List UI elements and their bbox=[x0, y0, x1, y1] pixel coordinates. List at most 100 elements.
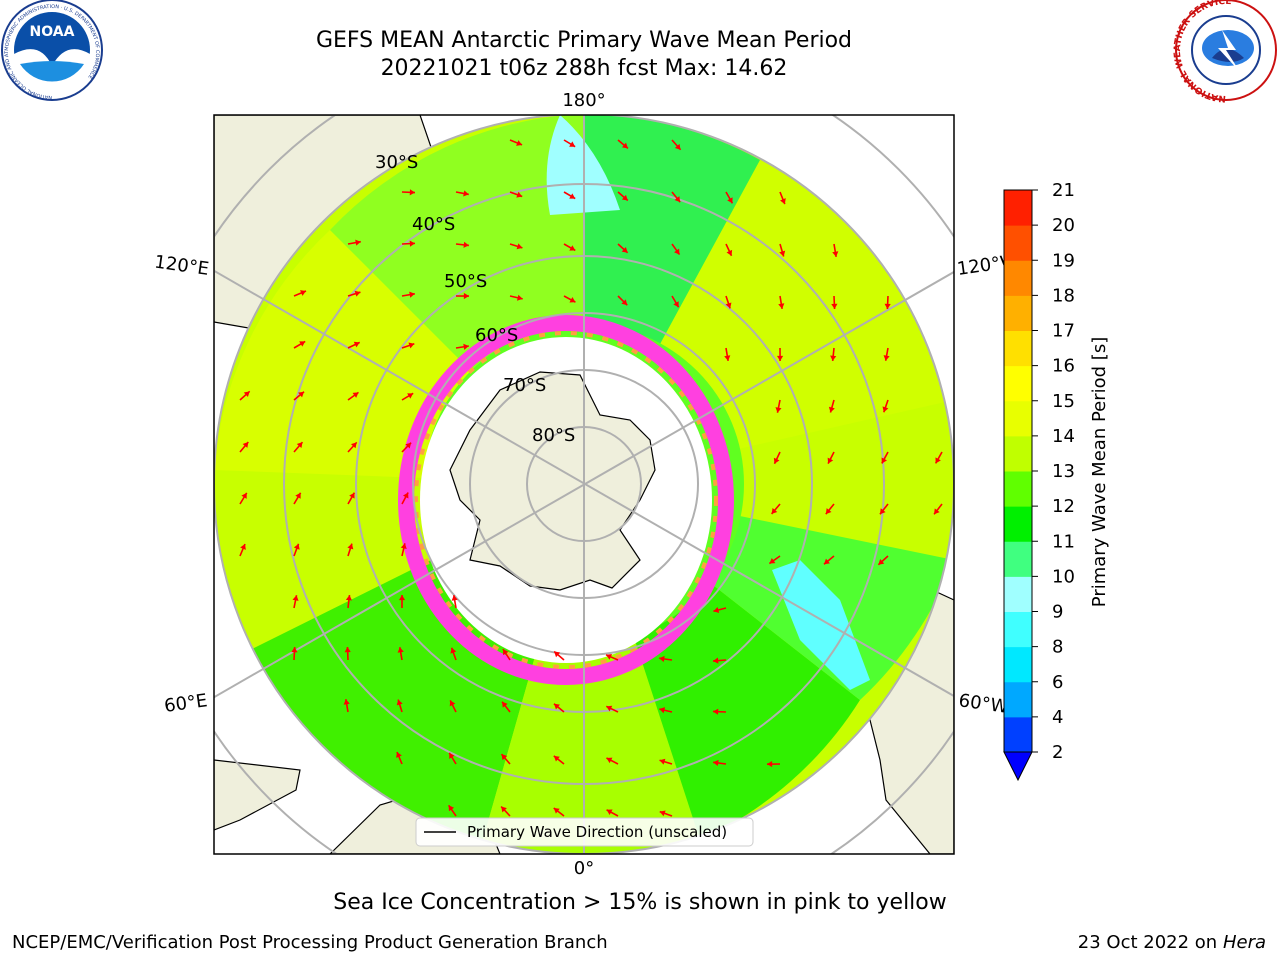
lon-label-0: 0° bbox=[574, 858, 594, 879]
wave-arrow-head bbox=[779, 250, 786, 257]
map-area bbox=[214, 115, 954, 854]
colorbar-tick-label: 17 bbox=[1052, 321, 1075, 342]
legend-label: Primary Wave Direction (unscaled) bbox=[467, 823, 727, 841]
noaa-logo-text: NOAA bbox=[30, 24, 75, 40]
colorbar-tick-label: 18 bbox=[1052, 285, 1075, 306]
colorbar-tick-label: 21 bbox=[1052, 180, 1075, 201]
wave-arrow-head bbox=[243, 391, 250, 398]
wave-arrow-head bbox=[659, 810, 666, 817]
wave-arrow-head bbox=[553, 808, 560, 814]
wave-arrow-head bbox=[450, 647, 457, 654]
wave-arrow-head bbox=[569, 297, 576, 303]
colorbar-swatch bbox=[1004, 295, 1032, 331]
wave-arrow-head bbox=[516, 140, 523, 146]
colorbar-tick-label: 13 bbox=[1052, 461, 1075, 482]
wave-arrow-head bbox=[776, 355, 784, 361]
wave-arrow-head bbox=[347, 543, 354, 550]
wave-arrow-head bbox=[884, 303, 891, 309]
wave-arrow-head bbox=[292, 595, 299, 601]
colorbar-tick-label: 9 bbox=[1052, 602, 1063, 623]
wave-arrow-head bbox=[463, 343, 469, 350]
lon-label-180: 180° bbox=[562, 90, 605, 111]
colorbar-tick-label: 2 bbox=[1052, 742, 1063, 763]
lat-label-40s: 40°S bbox=[412, 214, 455, 235]
colorbar-extend-arrow bbox=[1003, 751, 1033, 782]
wave-arrow-head bbox=[621, 194, 628, 201]
wave-arrow-head bbox=[344, 647, 351, 653]
wave-arrow-head bbox=[501, 806, 507, 813]
colorbar-swatch bbox=[1004, 400, 1032, 437]
colorbar-tick-label: 16 bbox=[1052, 356, 1075, 377]
wave-arrow-head bbox=[832, 251, 839, 257]
wave-arrow-head bbox=[291, 647, 298, 653]
colorbar-swatch bbox=[1004, 471, 1032, 507]
wave-arrow-head bbox=[606, 757, 613, 764]
wave-arrow-head bbox=[621, 247, 628, 253]
lat-label-60s: 60°S bbox=[475, 325, 518, 346]
colorbar-swatch bbox=[1004, 365, 1032, 402]
wave-arrow-head bbox=[463, 241, 469, 248]
colorbar-tick-label: 10 bbox=[1052, 566, 1075, 587]
colorbar-tick-label: 4 bbox=[1052, 707, 1063, 728]
colorbar-tick-label: 19 bbox=[1052, 250, 1075, 271]
wave-arrow-head bbox=[775, 407, 782, 413]
wave-arrow-head bbox=[449, 700, 456, 707]
wave-arrow-head bbox=[463, 190, 469, 197]
wave-arrow-head bbox=[713, 759, 719, 767]
map-frame bbox=[213, 114, 955, 855]
colorbar-swatch bbox=[1004, 646, 1032, 683]
wave-arrow-head bbox=[502, 701, 508, 708]
wave-arrow-head bbox=[396, 751, 402, 758]
noaa-logo: NATIONAL OCEANIC AND ATMOSPHERIC ADMINIS… bbox=[1, 0, 103, 101]
colorbar-tick-label: 12 bbox=[1052, 496, 1075, 517]
wave-arrow-head bbox=[881, 457, 887, 464]
wave-arrow-head bbox=[300, 290, 306, 296]
wave-arrow-head bbox=[407, 393, 414, 399]
wave-arrow-head bbox=[674, 143, 681, 150]
wave-arrow-head bbox=[659, 758, 666, 765]
wave-arrow-head bbox=[296, 442, 303, 449]
wave-arrow-head bbox=[830, 355, 837, 361]
wave-arrow-head bbox=[934, 508, 940, 515]
wave-arrow-head bbox=[726, 249, 733, 256]
map-legend: Primary Wave Direction (unscaled) bbox=[415, 817, 754, 847]
colorbar-swatch bbox=[1004, 225, 1032, 261]
wave-arrow-head bbox=[298, 391, 305, 398]
lat-label-70s: 70°S bbox=[503, 375, 546, 396]
wave-arrow-head bbox=[606, 809, 613, 815]
wave-arrow-head bbox=[240, 543, 246, 550]
wave-arrow-head bbox=[451, 595, 458, 601]
colorbar-tick-label: 20 bbox=[1052, 215, 1075, 236]
wave-arrow-head bbox=[502, 649, 509, 656]
wave-arrow-head bbox=[396, 699, 403, 706]
title-line-2: 20221021 t06z 288h fcst Max: 14.62 bbox=[380, 56, 788, 81]
colorbar-swatch bbox=[1004, 435, 1032, 472]
wave-arrow-head bbox=[713, 606, 720, 613]
wave-arrow-head bbox=[771, 508, 778, 514]
lon-label-120e: 120°E bbox=[153, 252, 210, 280]
wave-arrow-head bbox=[354, 290, 361, 297]
lat-label-50s: 50°S bbox=[444, 271, 487, 292]
wave-arrow-head bbox=[659, 655, 665, 662]
colorbar-swatch bbox=[1004, 330, 1032, 367]
wave-arrow-head bbox=[673, 301, 679, 308]
wave-arrow-head bbox=[773, 457, 780, 464]
wave-arrow-head bbox=[825, 508, 832, 515]
wave-arrow-head bbox=[769, 558, 776, 564]
wave-arrow-head bbox=[569, 245, 576, 251]
lon-label-60w: 60°W bbox=[957, 690, 1009, 718]
footer-date-text: 23 Oct 2022 on bbox=[1077, 932, 1218, 953]
colorbar-swatch bbox=[1004, 681, 1032, 718]
wave-arrow-head bbox=[553, 755, 560, 762]
wave-arrow-head bbox=[448, 805, 455, 812]
colorbar-tick-label: 14 bbox=[1052, 426, 1075, 447]
wave-arrow-head bbox=[516, 243, 523, 250]
lat-label-30s: 30°S bbox=[375, 152, 418, 173]
wave-arrow-head bbox=[409, 291, 415, 298]
wave-arrow-head bbox=[780, 198, 786, 205]
wave-arrow-head bbox=[405, 442, 412, 449]
wave-arrow-head bbox=[516, 191, 523, 198]
lat-label-80s: 80°S bbox=[532, 425, 575, 446]
wave-arrow-head bbox=[659, 707, 666, 714]
wave-arrow-head bbox=[935, 457, 941, 464]
